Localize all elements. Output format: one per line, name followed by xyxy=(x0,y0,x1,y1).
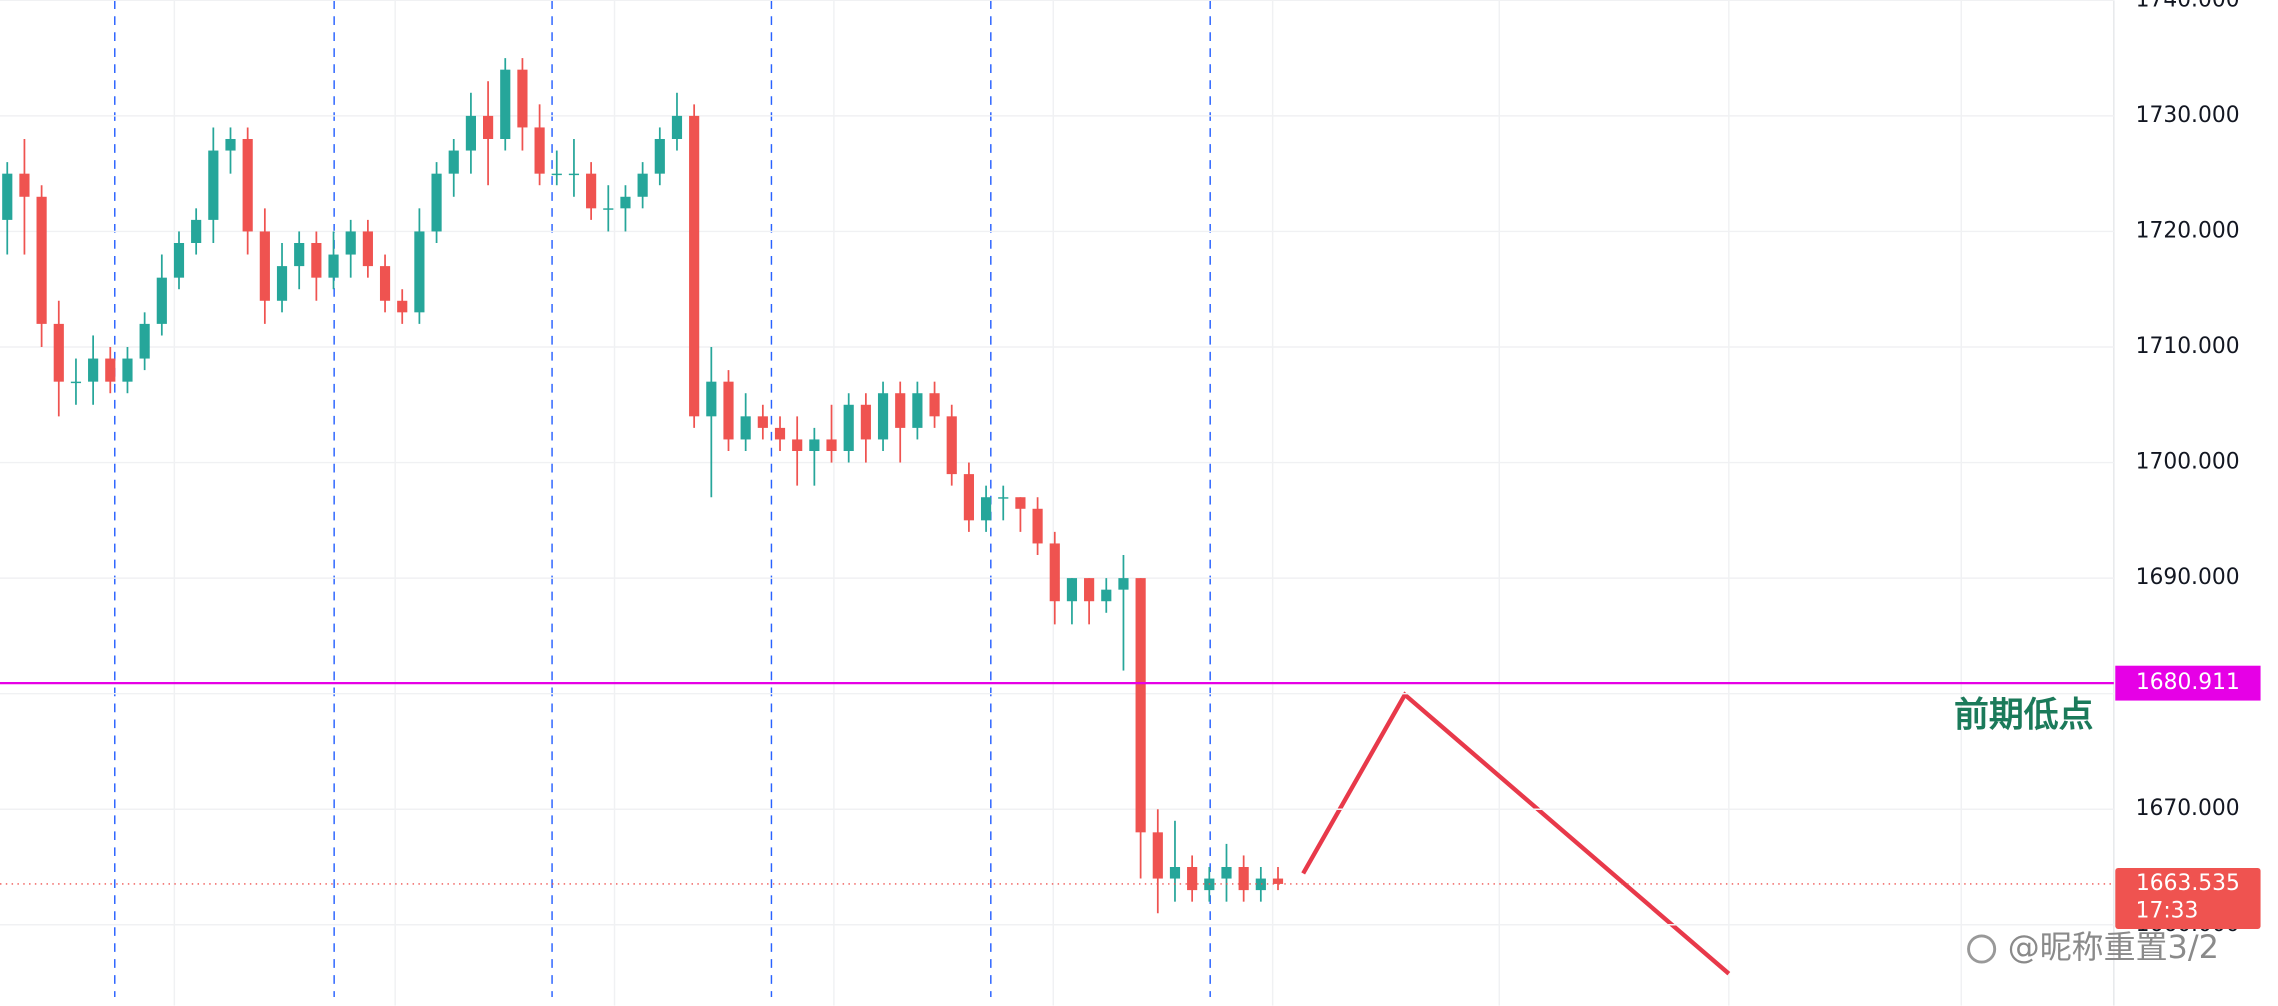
candle-body xyxy=(1084,578,1095,602)
candle-body xyxy=(706,381,717,417)
candle-body xyxy=(225,138,236,151)
candle-body xyxy=(1169,867,1181,879)
y-tick-label: 1700.000 xyxy=(2136,450,2240,475)
candle-body xyxy=(757,416,768,428)
candle-body xyxy=(1152,832,1163,879)
candle-body xyxy=(998,497,1009,499)
candle-body xyxy=(19,173,30,197)
last-price-label: 1663.535 xyxy=(2136,871,2240,896)
candle-body xyxy=(1238,867,1249,891)
candle-body xyxy=(929,393,940,417)
candle-body xyxy=(88,358,99,382)
candle-body xyxy=(397,300,408,313)
candle-body xyxy=(946,416,957,475)
candle-body xyxy=(345,231,356,255)
annotation: 前期低点 xyxy=(1954,696,2093,736)
candle-body xyxy=(774,427,786,440)
y-tick-label: 1710.000 xyxy=(2136,334,2240,359)
candle-body xyxy=(689,115,700,417)
candle-body xyxy=(414,231,425,313)
candle-body xyxy=(517,69,528,128)
grid xyxy=(173,0,2115,1006)
candle-body xyxy=(1032,508,1043,544)
drawn-projection xyxy=(1301,691,1731,976)
candle-body xyxy=(826,439,837,451)
candle-body xyxy=(259,231,270,301)
candle-body xyxy=(1221,867,1232,879)
candle-body xyxy=(448,150,459,174)
candle-body xyxy=(500,69,511,139)
y-tick-label: 1690.000 xyxy=(2136,565,2240,590)
candle-body xyxy=(912,393,923,428)
candle-body xyxy=(963,474,974,521)
price-line-label: 1680.911 xyxy=(2136,670,2240,695)
candle-body xyxy=(586,173,597,209)
candle-body xyxy=(1015,497,1026,509)
candle-body xyxy=(877,393,889,440)
candle-body xyxy=(1255,878,1266,891)
candle-body xyxy=(362,231,373,267)
candle-body xyxy=(53,323,64,382)
candle-body xyxy=(637,173,648,197)
candle-body xyxy=(1101,589,1112,602)
candle-body xyxy=(139,323,150,359)
y-tick-label: 1740.000 xyxy=(2136,0,2240,12)
candle-body xyxy=(1066,578,1078,602)
candle-body xyxy=(2,173,13,220)
candle-body xyxy=(671,115,683,139)
candle-body xyxy=(1118,578,1129,590)
y-tick-label: 1720.000 xyxy=(2136,218,2240,243)
candle-body xyxy=(603,208,614,210)
candle-body xyxy=(1187,867,1198,891)
candle-body xyxy=(1135,578,1146,833)
watermark-icon xyxy=(1967,934,1997,964)
candle-body xyxy=(431,173,442,232)
watermark-text: @昵称重置3/2 xyxy=(2008,928,2219,966)
candle-body xyxy=(895,393,906,428)
candle-body xyxy=(860,404,871,440)
candle-body xyxy=(980,497,992,521)
candle-body xyxy=(482,115,494,139)
candle-body xyxy=(311,242,322,278)
candle-body xyxy=(740,416,751,440)
candle-body xyxy=(156,277,167,324)
candle-body xyxy=(70,381,82,384)
candle-body xyxy=(379,266,391,301)
watermark: @昵称重置3/2 xyxy=(1967,928,2219,966)
candle-body xyxy=(173,242,185,278)
candle-body xyxy=(809,439,820,451)
y-tick-label: 1670.000 xyxy=(2136,796,2240,821)
candle-body xyxy=(122,358,133,382)
candle-body xyxy=(105,358,116,382)
candle-body xyxy=(1272,878,1284,884)
candle-body xyxy=(276,266,288,301)
candle-body xyxy=(465,115,476,151)
price-line-label-bg xyxy=(2115,665,2261,701)
candle-body xyxy=(294,242,305,267)
candle-body xyxy=(208,150,219,220)
candle-body xyxy=(328,254,339,278)
candle-body xyxy=(568,173,580,176)
candle-body xyxy=(654,138,665,174)
countdown-label: 17:33 xyxy=(2136,899,2199,924)
last-price-label-bg xyxy=(2115,867,2261,929)
candle-body xyxy=(36,196,47,324)
candle-body xyxy=(792,439,803,451)
candle-body xyxy=(843,404,854,451)
candle-body xyxy=(723,381,734,440)
candle-body xyxy=(534,127,545,174)
candle-body xyxy=(551,173,562,176)
candle-body xyxy=(242,138,253,232)
y-tick-label: 1730.000 xyxy=(2136,103,2240,128)
candle-body xyxy=(191,219,202,243)
candle-body xyxy=(1049,543,1060,602)
candle-body xyxy=(620,196,631,209)
